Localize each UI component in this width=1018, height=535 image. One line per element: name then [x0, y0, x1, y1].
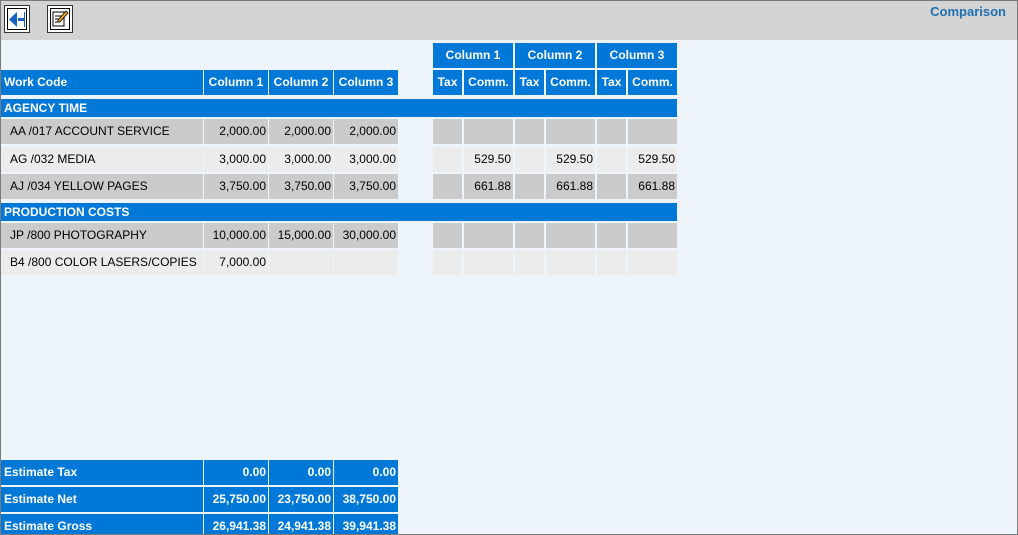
row-tax-2 [515, 119, 544, 144]
row-value-column-1: 2,000.00 [204, 119, 268, 144]
header-column-2: Column 2 [269, 70, 333, 95]
row-tax-3 [597, 223, 626, 248]
back-arrow-icon [9, 12, 25, 27]
row-tax-1 [433, 174, 462, 199]
total-value-column-1: 25,750.00 [204, 487, 268, 512]
edit-pencil-icon [52, 10, 69, 27]
row-value-column-1: 3,750.00 [204, 174, 268, 199]
row-work-code: B4 /800 COLOR LASERS/COPIES [1, 250, 203, 275]
row-comm-2 [546, 119, 595, 144]
subheader-comm-3: Comm. [628, 70, 677, 95]
back-button[interactable] [4, 5, 30, 33]
row-comm-2: 661.88 [546, 174, 595, 199]
total-value-column-2: 0.00 [269, 460, 333, 485]
subheader-tax-3: Tax [597, 70, 626, 95]
row-work-code: AJ /034 YELLOW PAGES [1, 174, 203, 199]
row-value-column-2: 3,750.00 [269, 174, 333, 199]
row-value-column-3 [334, 250, 398, 275]
total-value-column-2: 24,941.38 [269, 514, 333, 534]
group-header-column-2: Column 2 [515, 43, 595, 68]
row-tax-3 [597, 174, 626, 199]
total-label: Estimate Gross [1, 514, 203, 534]
row-value-column-2: 2,000.00 [269, 119, 333, 144]
row-value-column-1: 10,000.00 [204, 223, 268, 248]
subheader-comm-1: Comm. [464, 70, 513, 95]
total-value-column-3: 0.00 [334, 460, 398, 485]
subheader-tax-1: Tax [433, 70, 462, 95]
page-title: Comparison [930, 4, 1006, 19]
row-comm-3: 529.50 [628, 147, 677, 172]
row-comm-2: 529.50 [546, 147, 595, 172]
row-comm-1: 661.88 [464, 174, 513, 199]
row-tax-2 [515, 147, 544, 172]
row-work-code: JP /800 PHOTOGRAPHY [1, 223, 203, 248]
toolbar: Comparison [1, 1, 1017, 40]
row-tax-3 [597, 119, 626, 144]
subheader-comm-2: Comm. [546, 70, 595, 95]
row-comm-1 [464, 223, 513, 248]
row-work-code: AA /017 ACCOUNT SERVICE [1, 119, 203, 144]
row-value-column-1: 3,000.00 [204, 147, 268, 172]
total-value-column-1: 26,941.38 [204, 514, 268, 534]
row-value-column-2: 15,000.00 [269, 223, 333, 248]
total-value-column-3: 39,941.38 [334, 514, 398, 534]
header-work-code: Work Code [1, 70, 203, 95]
row-comm-2 [546, 250, 595, 275]
row-value-column-3: 30,000.00 [334, 223, 398, 248]
row-comm-3 [628, 223, 677, 248]
row-value-column-3: 3,000.00 [334, 147, 398, 172]
row-tax-1 [433, 119, 462, 144]
total-label: Estimate Tax [1, 460, 203, 485]
row-tax-2 [515, 174, 544, 199]
total-value-column-3: 38,750.00 [334, 487, 398, 512]
edit-button[interactable] [47, 5, 73, 33]
row-tax-3 [597, 147, 626, 172]
row-value-column-3: 2,000.00 [334, 119, 398, 144]
row-tax-3 [597, 250, 626, 275]
row-comm-3: 661.88 [628, 174, 677, 199]
row-tax-1 [433, 147, 462, 172]
row-comm-3 [628, 250, 677, 275]
subheader-tax-2: Tax [515, 70, 544, 95]
row-value-column-1: 7,000.00 [204, 250, 268, 275]
row-tax-2 [515, 250, 544, 275]
section-header-production-costs: PRODUCTION COSTS [1, 203, 677, 221]
group-header-column-1: Column 1 [433, 43, 513, 68]
row-comm-1 [464, 250, 513, 275]
total-value-column-1: 0.00 [204, 460, 268, 485]
total-value-column-2: 23,750.00 [269, 487, 333, 512]
row-value-column-3: 3,750.00 [334, 174, 398, 199]
group-header-column-3: Column 3 [597, 43, 677, 68]
row-value-column-2: 3,000.00 [269, 147, 333, 172]
row-tax-1 [433, 250, 462, 275]
row-work-code: AG /032 MEDIA [1, 147, 203, 172]
row-comm-3 [628, 119, 677, 144]
section-header-agency-time: AGENCY TIME [1, 99, 677, 117]
row-tax-2 [515, 223, 544, 248]
row-comm-2 [546, 223, 595, 248]
row-value-column-2 [269, 250, 333, 275]
total-label: Estimate Net [1, 487, 203, 512]
row-tax-1 [433, 223, 462, 248]
header-column-3: Column 3 [334, 70, 398, 95]
row-comm-1: 529.50 [464, 147, 513, 172]
row-comm-1 [464, 119, 513, 144]
header-column-1: Column 1 [204, 70, 268, 95]
